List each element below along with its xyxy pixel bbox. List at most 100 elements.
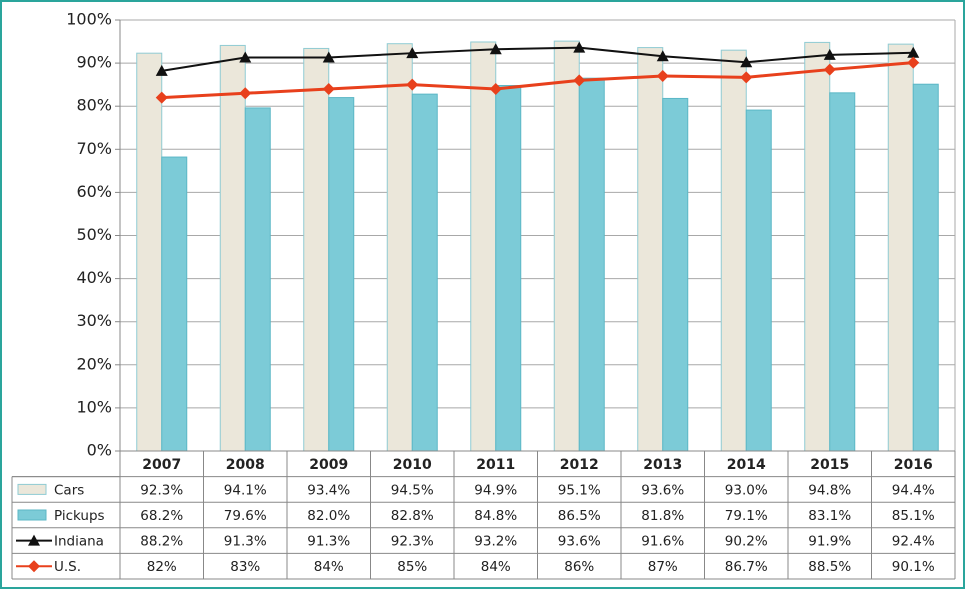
- point: [907, 56, 920, 69]
- x-tick-label: 2008: [226, 457, 265, 473]
- legend-label: Indiana: [54, 534, 104, 550]
- table-value: 81.8%: [641, 508, 684, 524]
- point: [907, 46, 920, 58]
- point: [239, 51, 252, 63]
- y-tick-label: 40%: [76, 268, 112, 287]
- point: [573, 74, 586, 87]
- table-value: 88.2%: [140, 534, 183, 550]
- point: [740, 71, 753, 84]
- y-tick-label: 100%: [66, 10, 112, 29]
- bar: [553, 40, 580, 452]
- bar: [411, 93, 438, 452]
- bar: [912, 83, 939, 452]
- bar: [244, 107, 271, 452]
- table-value: 68.2%: [140, 508, 183, 524]
- table-value: 93.6%: [641, 482, 684, 498]
- table-value: 93.2%: [474, 534, 517, 550]
- point: [489, 82, 502, 95]
- legend-marker: [28, 534, 40, 546]
- x-tick-label: 2009: [309, 457, 348, 473]
- table-value: 87%: [648, 559, 678, 575]
- table-value: 85%: [397, 559, 427, 575]
- table-value: 93.4%: [307, 482, 350, 498]
- table-value: 86.5%: [558, 508, 601, 524]
- line: [161, 46, 914, 72]
- bar: [720, 49, 747, 452]
- point: [656, 70, 669, 83]
- y-tick-label: 30%: [76, 311, 112, 330]
- bar: [829, 92, 856, 452]
- point: [740, 56, 753, 68]
- x-tick-label: 2012: [560, 457, 599, 473]
- table-value: 84%: [481, 559, 511, 575]
- bar: [804, 41, 831, 452]
- table-value: 93.6%: [558, 534, 601, 550]
- bar: [887, 43, 914, 452]
- point: [239, 87, 252, 100]
- point: [489, 43, 502, 55]
- table-value: 92.3%: [391, 534, 434, 550]
- x-tick-label: 2013: [643, 457, 682, 473]
- table-value: 94.5%: [391, 482, 434, 498]
- table-value: 91.6%: [641, 534, 684, 550]
- table-value: 90.2%: [725, 534, 768, 550]
- table-value: 94.1%: [224, 482, 267, 498]
- table-value: 91.3%: [224, 534, 267, 550]
- table-value: 85.1%: [892, 508, 935, 524]
- table-value: 95.1%: [558, 482, 601, 498]
- line: [161, 61, 914, 100]
- point: [823, 48, 836, 60]
- legend-label: Pickups: [54, 508, 105, 524]
- x-tick-label: 2010: [393, 457, 432, 473]
- bar: [637, 47, 664, 452]
- point: [573, 41, 586, 53]
- point: [656, 50, 669, 62]
- bar: [470, 41, 497, 452]
- table-value: 94.4%: [892, 482, 935, 498]
- y-tick-label: 20%: [76, 354, 112, 373]
- table-value: 86%: [564, 559, 594, 575]
- table-value: 91.3%: [307, 534, 350, 550]
- y-tick-label: 80%: [76, 96, 112, 115]
- y-tick-label: 0%: [87, 441, 112, 460]
- bar: [662, 97, 689, 452]
- table-value: 93.0%: [725, 482, 768, 498]
- y-tick-label: 90%: [76, 53, 112, 72]
- table-value: 90.1%: [892, 559, 935, 575]
- bar: [328, 97, 355, 452]
- bar: [386, 43, 413, 452]
- point: [322, 82, 335, 95]
- x-tick-label: 2007: [142, 457, 181, 473]
- legend-marker: [28, 560, 40, 573]
- point: [406, 47, 419, 59]
- table-value: 94.9%: [474, 482, 517, 498]
- table-value: 91.9%: [808, 534, 851, 550]
- table-value: 83%: [230, 559, 260, 575]
- table-value: 82.8%: [391, 508, 434, 524]
- legend-label: U.S.: [54, 559, 81, 575]
- y-tick-label: 70%: [76, 139, 112, 158]
- point: [322, 51, 335, 63]
- bar: [136, 52, 163, 452]
- x-tick-label: 2011: [476, 457, 515, 473]
- legend-label: Cars: [54, 482, 84, 498]
- y-tick-label: 60%: [76, 182, 112, 201]
- point: [406, 78, 419, 91]
- bar: [745, 109, 772, 452]
- table-value: 82.0%: [307, 508, 350, 524]
- table-value: 79.6%: [224, 508, 267, 524]
- table-value: 83.1%: [808, 508, 851, 524]
- legend-key: [17, 509, 47, 521]
- bar: [303, 47, 330, 452]
- y-tick-label: 50%: [76, 225, 112, 244]
- point: [823, 63, 836, 76]
- table-value: 84%: [314, 559, 344, 575]
- y-tick-label: 10%: [76, 397, 112, 416]
- x-tick-label: 2016: [894, 457, 933, 473]
- legend-key: [17, 483, 47, 495]
- table-value: 86.7%: [725, 559, 768, 575]
- bar: [578, 77, 605, 452]
- bar: [161, 156, 188, 452]
- table-value: 84.8%: [474, 508, 517, 524]
